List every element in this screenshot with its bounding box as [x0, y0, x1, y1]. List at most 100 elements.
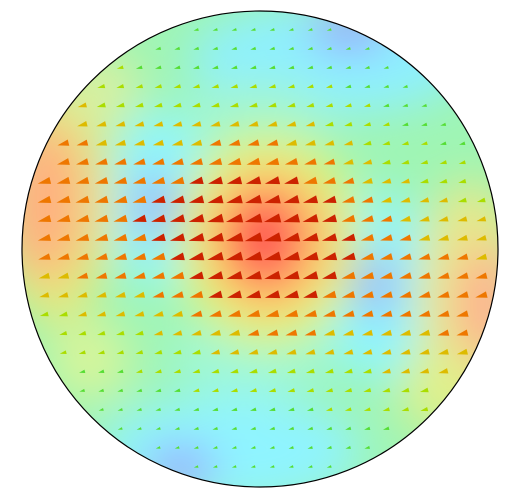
vector-arrow [115, 311, 126, 317]
vector-arrow [133, 158, 146, 165]
vector-arrow [285, 329, 298, 336]
vector-arrow [344, 121, 353, 127]
vector-arrow [402, 84, 408, 88]
vector-arrow [421, 122, 428, 126]
vector-arrow [439, 141, 447, 145]
vector-arrow [136, 427, 142, 430]
vector-arrow [207, 232, 224, 242]
vector-arrow [247, 329, 260, 336]
vector-arrow [321, 252, 338, 261]
vector-arrow [245, 194, 262, 204]
vector-arrow [151, 195, 166, 204]
vector-arrow [341, 271, 356, 279]
vector-arrow [56, 214, 71, 222]
vector-arrow [418, 272, 431, 279]
vector-arrow [132, 252, 147, 260]
vector-arrow [286, 121, 297, 127]
vector-arrow [207, 271, 224, 280]
vector-arrow [288, 28, 294, 31]
vector-arrow [37, 214, 52, 222]
vector-arrow [326, 28, 332, 31]
vector-arrow [246, 309, 261, 317]
vector-arrow [284, 176, 299, 185]
vector-arrow [57, 139, 70, 146]
vector-arrow [250, 465, 256, 468]
vector-arrow [231, 446, 237, 449]
vector-arrow [307, 46, 313, 50]
vector-arrow [324, 140, 335, 146]
vector-arrow [134, 102, 144, 108]
vector-arrow [458, 178, 467, 184]
vector-arrow [324, 121, 334, 127]
vector-arrow [364, 47, 370, 50]
vector-arrow [363, 122, 372, 127]
vector-arrow [325, 388, 334, 393]
vector-arrow [75, 176, 90, 184]
vector-arrow [419, 387, 429, 393]
vector-arrow [304, 329, 317, 336]
vector-arrow [380, 215, 393, 222]
vector-arrow [282, 232, 301, 242]
vector-arrow [341, 252, 356, 261]
vector-arrow [418, 310, 431, 317]
vector-arrow [192, 369, 201, 374]
vector-arrow [170, 252, 185, 261]
vector-arrow [171, 291, 184, 298]
vector-arrow [380, 310, 393, 317]
vector-arrow [399, 329, 412, 336]
vector-arrow [173, 84, 181, 89]
vector-arrow [322, 195, 337, 203]
vector-arrow [345, 445, 351, 449]
vector-arrow [475, 253, 488, 260]
vector-arrow [400, 178, 410, 184]
vector-arrow [269, 46, 276, 50]
vector-arrow [95, 158, 108, 165]
vector-arrow [154, 84, 163, 89]
vector-arrow [438, 368, 449, 374]
vector-arrow [155, 427, 161, 430]
vector-arrow [418, 215, 430, 222]
vector-arrow [362, 349, 373, 355]
vector-arrow [75, 233, 90, 241]
vector-arrow [381, 368, 391, 374]
vector-arrow [77, 292, 88, 298]
vector-arrow [97, 83, 106, 89]
vector-arrow [267, 349, 278, 355]
vector-arrow [283, 270, 300, 280]
vector-arrow [212, 27, 218, 31]
vector-arrow [283, 290, 299, 299]
vector-arrow [151, 272, 165, 279]
vector-arrow [438, 197, 448, 203]
vector-arrow [269, 465, 275, 468]
vector-arrow [116, 369, 124, 373]
vector-arrow [226, 270, 243, 280]
vector-arrow [230, 65, 238, 69]
vector-arrow [418, 329, 431, 336]
vector-arrow [207, 251, 224, 261]
vector-arrow [95, 139, 108, 146]
vector-arrow [37, 234, 52, 241]
vector-arrow [288, 465, 294, 468]
vector-arrow [381, 349, 392, 355]
vector-arrow [210, 349, 221, 355]
vector-arrow [264, 176, 281, 185]
vector-arrow [322, 177, 336, 184]
vector-arrow [250, 407, 257, 411]
vector-arrow [188, 195, 205, 204]
vector-arrow [457, 216, 468, 222]
vector-arrow [189, 271, 204, 280]
vector-arrow [342, 177, 355, 184]
vector-arrow [361, 196, 374, 203]
vector-arrow [96, 311, 107, 317]
vector-arrow [456, 234, 468, 241]
vector-arrow [116, 65, 124, 70]
vector-arrow [94, 233, 109, 241]
vector-arrow [155, 446, 161, 449]
vector-arrow [362, 159, 373, 165]
vector-arrow [418, 348, 430, 355]
vector-arrow [400, 349, 411, 355]
vector-arrow [188, 232, 205, 242]
vector-arrow [151, 252, 166, 260]
vector-arrow [58, 292, 69, 298]
vector-arrow [134, 311, 145, 317]
